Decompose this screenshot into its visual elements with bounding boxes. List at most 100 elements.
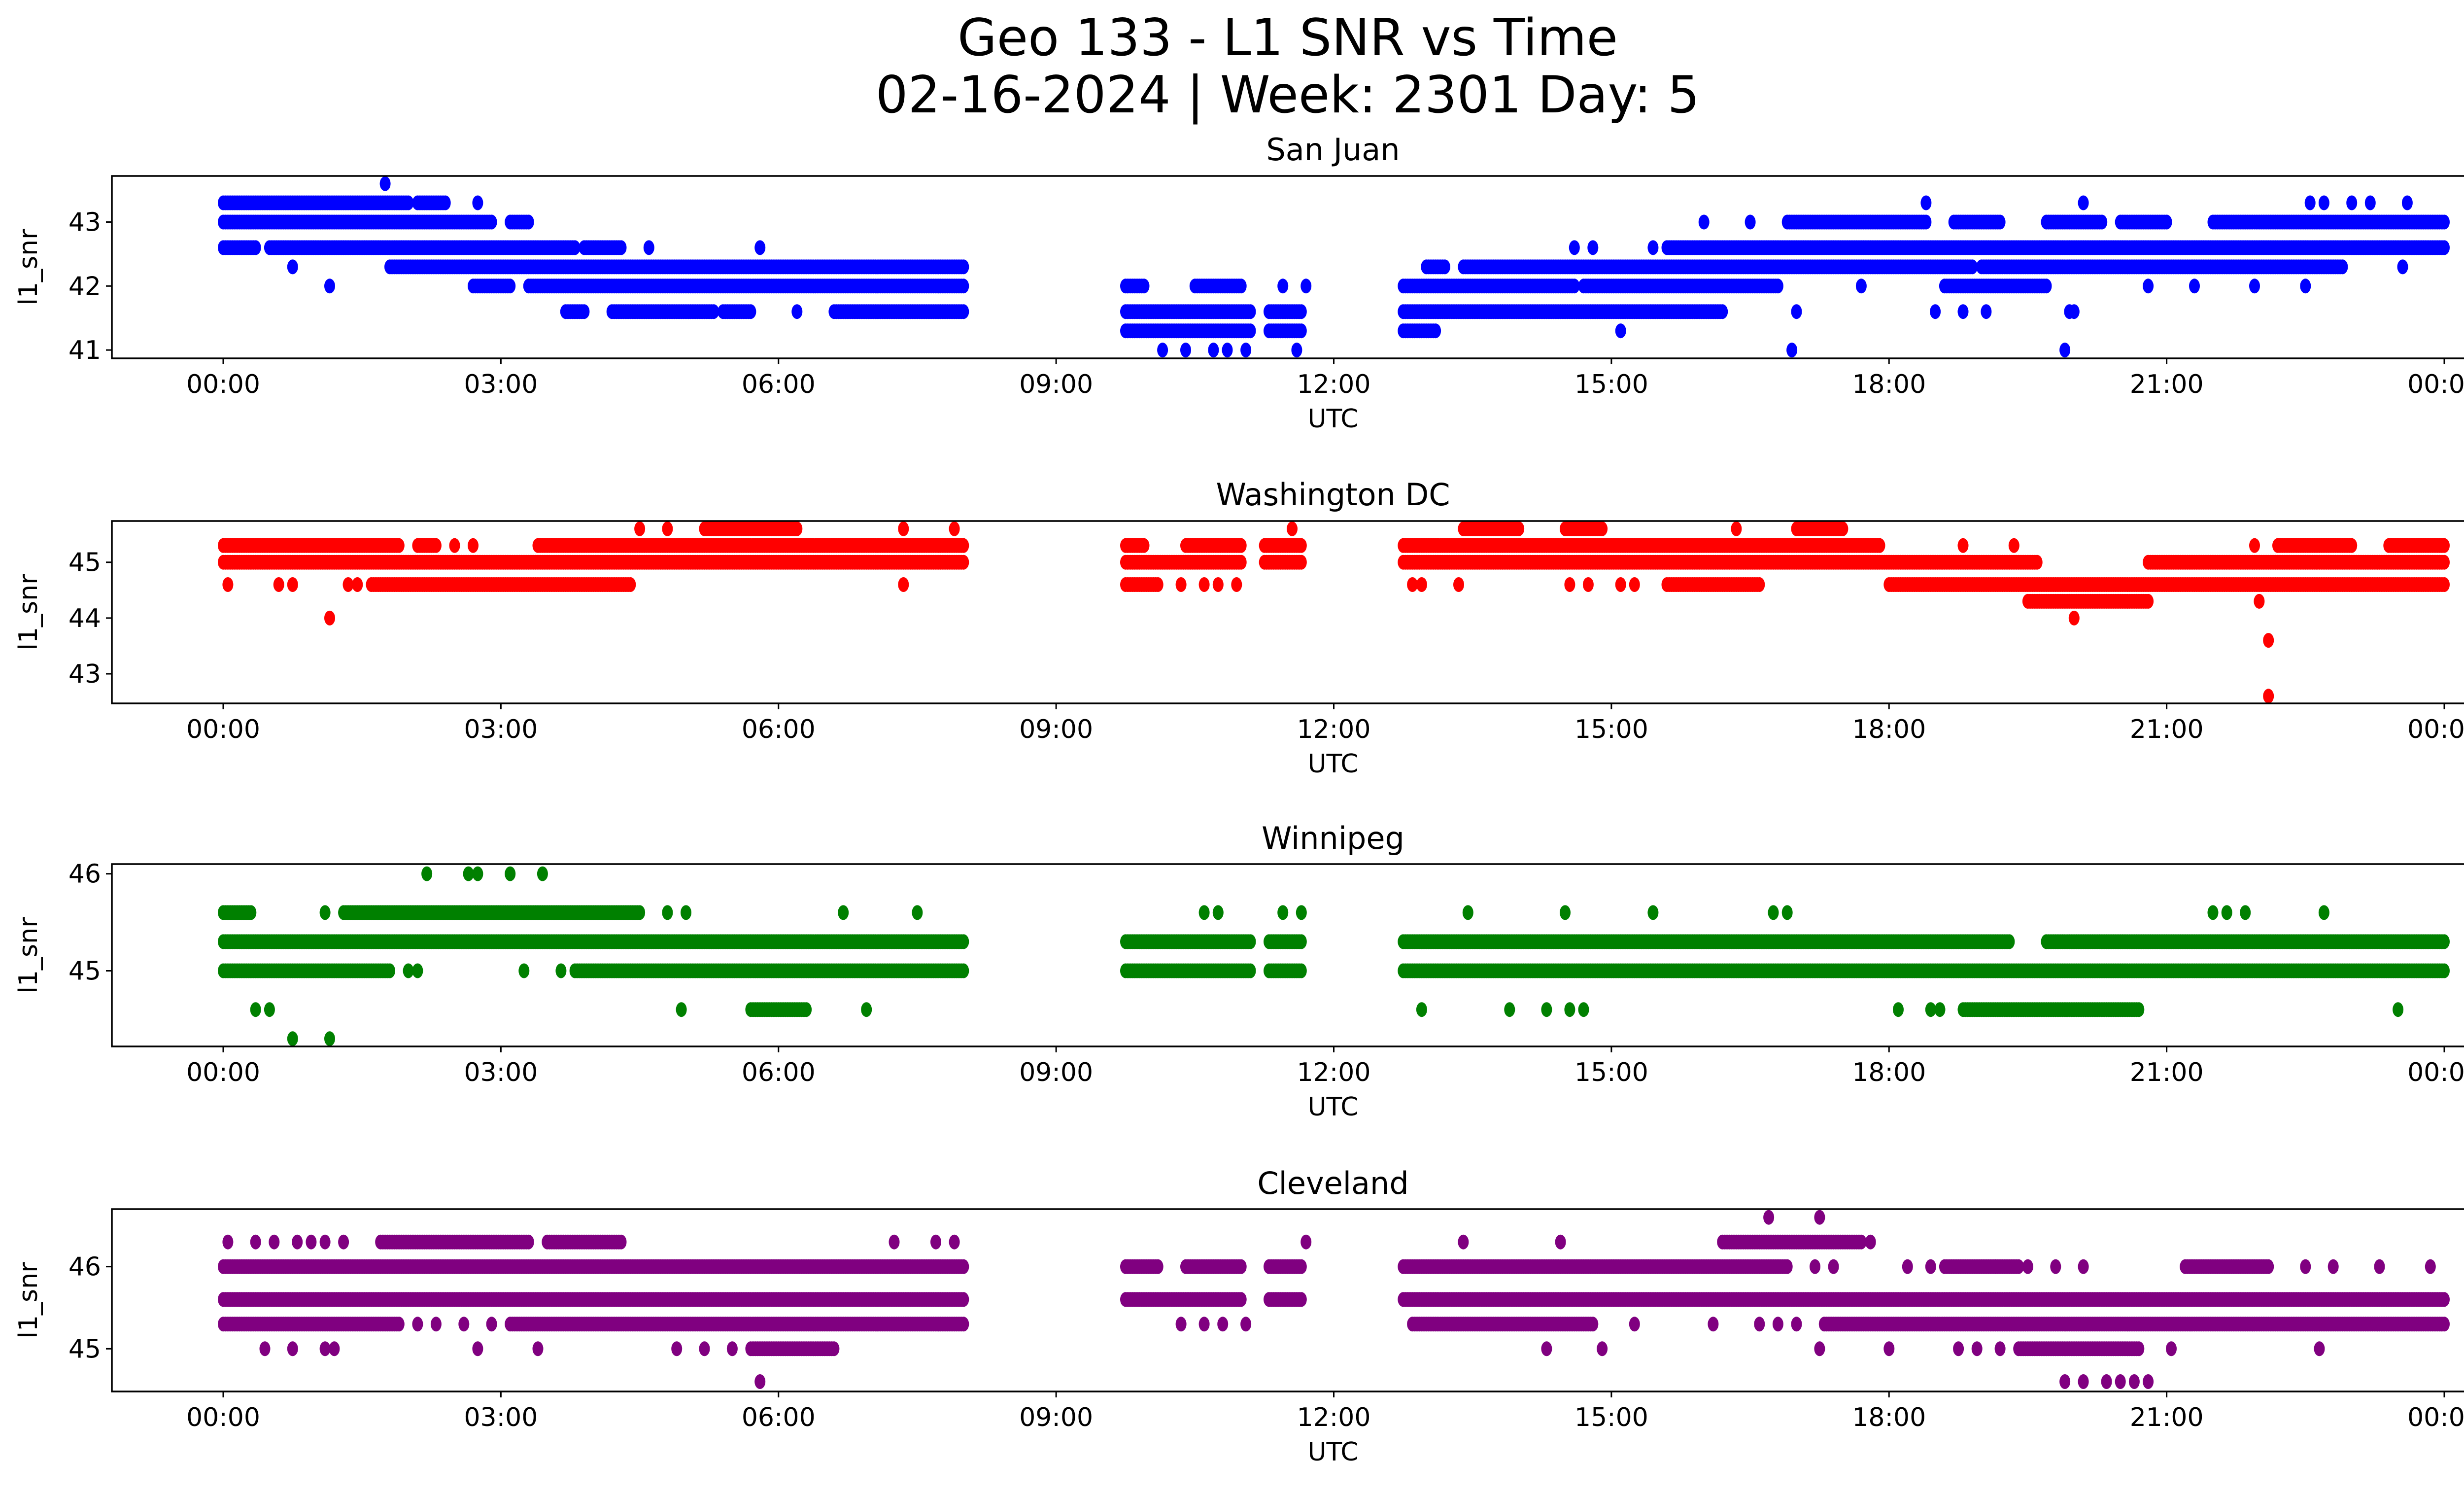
data-point bbox=[2041, 278, 2052, 294]
data-point bbox=[1180, 343, 1191, 358]
data-point bbox=[1231, 577, 1242, 592]
data-point bbox=[958, 259, 969, 275]
data-point bbox=[1745, 214, 1756, 230]
data-point bbox=[2078, 195, 2089, 210]
data-point bbox=[1855, 278, 1867, 294]
data-point bbox=[1930, 304, 1941, 319]
data-point bbox=[569, 240, 581, 255]
data-point bbox=[1772, 278, 1783, 294]
x-tick-label: 12:00 bbox=[1297, 715, 1371, 744]
data-point bbox=[2346, 195, 2358, 210]
data-point bbox=[2249, 278, 2260, 294]
data-point bbox=[1582, 577, 1594, 592]
data-point bbox=[2401, 195, 2413, 210]
data-point bbox=[2143, 593, 2154, 609]
data-point bbox=[2439, 555, 2450, 570]
data-point bbox=[2439, 577, 2450, 592]
data-point bbox=[1291, 343, 1302, 358]
panel-title: Washington DC bbox=[1216, 477, 1450, 513]
data-point bbox=[2031, 555, 2043, 570]
data-point bbox=[1407, 577, 1418, 592]
data-point bbox=[505, 278, 516, 294]
data-point bbox=[634, 521, 646, 536]
chart-title: Geo 133 - L1 SNR vs Time bbox=[958, 8, 1618, 68]
data-point bbox=[1967, 259, 1978, 275]
x-tick-label: 09:00 bbox=[1019, 370, 1093, 399]
data-point bbox=[958, 278, 969, 294]
data-point bbox=[745, 304, 756, 319]
data-point bbox=[1597, 521, 1608, 536]
data-point bbox=[1453, 577, 1464, 592]
data-point bbox=[1786, 343, 1798, 358]
data-points bbox=[218, 521, 2450, 704]
data-point bbox=[1587, 240, 1599, 255]
data-point bbox=[2096, 214, 2108, 230]
x-tick-label: 15:00 bbox=[1574, 370, 1648, 399]
data-point bbox=[472, 195, 483, 210]
data-point bbox=[1957, 538, 1969, 553]
x-tick-label: 06:00 bbox=[742, 370, 816, 399]
data-point bbox=[1296, 555, 1307, 570]
data-point bbox=[1569, 240, 1580, 255]
data-point bbox=[958, 555, 969, 570]
y-tick-label: 41 bbox=[68, 336, 101, 365]
data-point bbox=[2364, 195, 2376, 210]
data-point bbox=[1175, 577, 1187, 592]
data-point bbox=[791, 521, 803, 536]
data-point bbox=[379, 176, 391, 191]
data-point bbox=[634, 905, 646, 920]
data-point bbox=[1222, 343, 1233, 358]
data-point bbox=[1430, 323, 1441, 339]
data-point bbox=[250, 240, 261, 255]
data-point bbox=[1300, 278, 1312, 294]
x-tick-label: 06:00 bbox=[742, 715, 816, 744]
y-tick-label: 42 bbox=[68, 272, 101, 301]
data-point bbox=[1717, 304, 1728, 319]
data-point bbox=[1157, 343, 1168, 358]
x-tick-label: 18:00 bbox=[1852, 715, 1926, 744]
data-point bbox=[468, 538, 479, 553]
data-point bbox=[342, 577, 354, 592]
data-point bbox=[1287, 521, 1298, 536]
y-tick-label: 43 bbox=[68, 208, 101, 237]
data-point bbox=[2439, 240, 2450, 255]
data-point bbox=[245, 905, 257, 920]
data-point bbox=[625, 577, 636, 592]
data-point bbox=[1698, 214, 1710, 230]
data-point bbox=[2059, 343, 2071, 358]
data-point bbox=[1957, 304, 1969, 319]
data-point bbox=[1629, 577, 1640, 592]
data-point bbox=[403, 195, 414, 210]
x-tick-label: 09:00 bbox=[1019, 715, 1093, 744]
data-point bbox=[2337, 259, 2348, 275]
data-points bbox=[218, 866, 2450, 1046]
data-point bbox=[1245, 304, 1256, 319]
x-axis: 00:00 03:00 06:00 09:00 12:00 15:00 18:00 21:00… bbox=[186, 703, 2464, 744]
data-point bbox=[1245, 323, 1256, 339]
y-tick-label: 43 bbox=[68, 660, 101, 689]
data-point bbox=[1138, 278, 1150, 294]
data-point bbox=[1731, 521, 1742, 536]
data-point bbox=[1920, 195, 1932, 210]
data-point bbox=[1439, 259, 1450, 275]
panel-title: Winnipeg bbox=[1262, 820, 1404, 856]
x-axis-label: UTC bbox=[1307, 749, 1358, 779]
data-point bbox=[1513, 521, 1525, 536]
data-point bbox=[1791, 304, 1802, 319]
data-point bbox=[2189, 278, 2200, 294]
data-point bbox=[2008, 538, 2019, 553]
data-point bbox=[1152, 577, 1164, 592]
data-point bbox=[2068, 304, 2080, 319]
x-tick-label: 00:00 bbox=[2407, 370, 2464, 399]
data-point bbox=[1235, 538, 1247, 553]
data-point bbox=[1647, 240, 1659, 255]
data-point bbox=[2254, 593, 2265, 609]
data-point bbox=[352, 577, 363, 592]
data-point bbox=[1212, 577, 1224, 592]
data-point bbox=[708, 304, 719, 319]
x-tick-label: 03:00 bbox=[464, 715, 538, 744]
